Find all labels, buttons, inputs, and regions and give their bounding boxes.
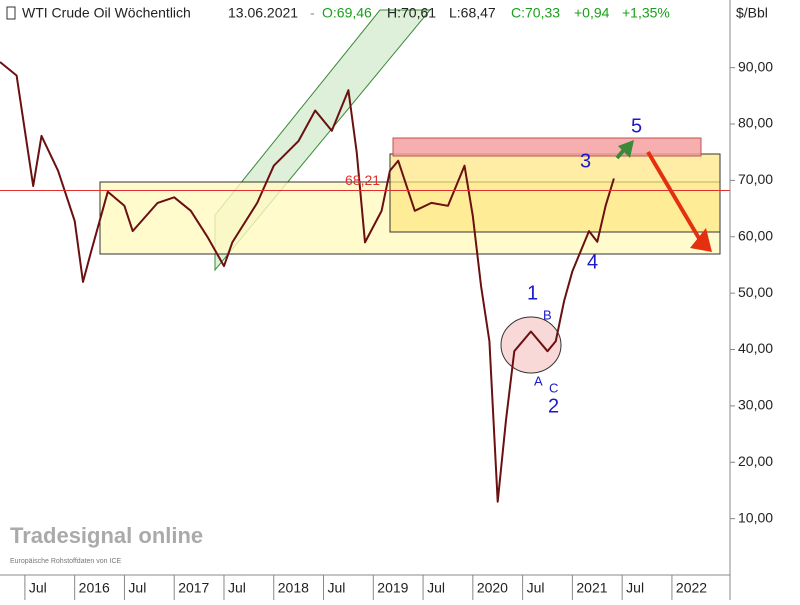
wave-label: 3: [580, 150, 591, 172]
y-tick-label: 90,00: [738, 58, 773, 74]
wave-label: C: [549, 380, 558, 395]
x-tick-label: 2022: [676, 580, 707, 596]
wave-label: B: [543, 307, 552, 322]
wave-label: 5: [631, 115, 642, 137]
x-tick-label: 2021: [576, 580, 607, 596]
arrow-head: [690, 228, 712, 252]
x-tick-label: 2018: [278, 580, 309, 596]
x-tick-label: Jul: [427, 580, 445, 596]
x-tick-label: 2020: [477, 580, 508, 596]
low: L:68,47: [449, 5, 496, 21]
unit: $/Bbl: [736, 5, 768, 21]
change: +0,94: [574, 5, 610, 21]
x-tick-label: Jul: [128, 580, 146, 596]
x-tick-label: 2017: [178, 580, 209, 596]
resistance-box: [392, 137, 702, 157]
high: H:70,61: [387, 5, 436, 21]
open: O:69,46: [322, 5, 372, 21]
y-tick-label: 20,00: [738, 453, 773, 469]
y-tick-label: 40,00: [738, 340, 773, 356]
wave-label: A: [534, 373, 543, 388]
wave-label: 1: [527, 282, 538, 304]
x-tick-label: 2016: [79, 580, 110, 596]
x-tick-label: Jul: [626, 580, 644, 596]
x-tick-label: 2019: [377, 580, 408, 596]
y-tick-label: 10,00: [738, 509, 773, 525]
y-tick-label: 60,00: [738, 227, 773, 243]
price-line: [0, 61, 615, 503]
plot: [0, 61, 615, 503]
y-tick-label: 50,00: [738, 284, 773, 300]
x-tick-label: Jul: [328, 580, 346, 596]
arrow-down: [646, 150, 702, 242]
arrow-up-head: [618, 140, 634, 158]
source: Europäische Rohstoffdaten von ICE: [10, 558, 121, 565]
change-pct: +1,35%: [622, 5, 670, 21]
close: C:70,33: [511, 5, 560, 21]
x-tick-label: Jul: [29, 580, 47, 596]
y-tick-label: 80,00: [738, 115, 773, 131]
last-price-label: 68,21: [345, 172, 380, 188]
wave-label: 4: [587, 251, 598, 273]
brand: Tradesignal online: [10, 523, 203, 548]
sep: -: [310, 5, 315, 21]
date: 13.06.2021: [228, 5, 298, 21]
icon: [6, 6, 16, 20]
bottom-arc: [500, 316, 562, 374]
x-tick-label: Jul: [228, 580, 246, 596]
y-tick-label: 30,00: [738, 397, 773, 413]
y-tick-label: 70,00: [738, 171, 773, 187]
x-tick-label: Jul: [527, 580, 545, 596]
wave-label: 2: [548, 395, 559, 417]
chart-title: WTI Crude Oil Wöchentlich: [22, 5, 191, 21]
